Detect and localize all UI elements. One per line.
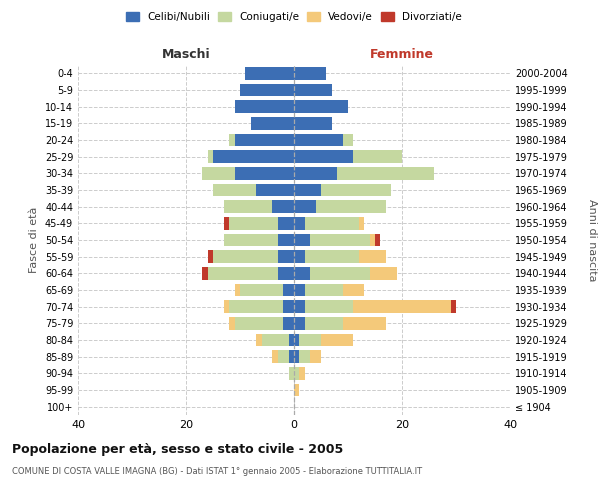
Bar (294, 67, 326, 80)
Bar (272, 350, 278, 363)
Bar (321, 184, 391, 196)
Bar (235, 100, 294, 113)
Bar (299, 350, 310, 363)
Bar (229, 300, 283, 313)
Bar (305, 317, 343, 330)
Bar (294, 334, 299, 346)
Bar (343, 134, 353, 146)
Bar (294, 217, 305, 230)
Bar (289, 367, 294, 380)
Bar (213, 150, 294, 163)
Bar (294, 84, 332, 96)
Bar (289, 334, 294, 346)
Bar (235, 167, 294, 179)
Bar (278, 234, 294, 246)
Bar (251, 117, 294, 130)
Bar (208, 267, 278, 280)
Bar (256, 334, 262, 346)
Bar (208, 250, 213, 263)
Bar (299, 334, 321, 346)
Y-axis label: Fasce di età: Fasce di età (29, 207, 39, 273)
Bar (278, 267, 294, 280)
Bar (262, 334, 289, 346)
Bar (283, 284, 294, 296)
Bar (278, 350, 289, 363)
Bar (202, 167, 235, 179)
Bar (337, 167, 434, 179)
Bar (359, 217, 364, 230)
Bar (294, 184, 321, 196)
Bar (294, 100, 348, 113)
Bar (305, 217, 359, 230)
Text: COMUNE DI COSTA VALLE IMAGNA (BG) - Dati ISTAT 1° gennaio 2005 - Elaborazione TU: COMUNE DI COSTA VALLE IMAGNA (BG) - Dati… (12, 468, 422, 476)
Bar (289, 350, 294, 363)
Bar (294, 284, 305, 296)
Bar (208, 150, 213, 163)
Bar (229, 134, 235, 146)
Bar (283, 300, 294, 313)
Bar (370, 267, 397, 280)
Bar (305, 250, 359, 263)
Text: Femmine: Femmine (370, 48, 434, 62)
Bar (310, 267, 370, 280)
Bar (299, 367, 305, 380)
Bar (353, 150, 402, 163)
Bar (343, 317, 386, 330)
Legend: Celibi/Nubili, Coniugati/e, Vedovi/e, Divorziati/e: Celibi/Nubili, Coniugati/e, Vedovi/e, Di… (122, 8, 466, 26)
Bar (245, 67, 294, 80)
Bar (272, 200, 294, 213)
Bar (294, 167, 337, 179)
Bar (305, 300, 353, 313)
Bar (240, 84, 294, 96)
Bar (235, 134, 294, 146)
Text: Maschi: Maschi (161, 48, 211, 62)
Bar (224, 217, 229, 230)
Bar (294, 200, 316, 213)
Bar (294, 234, 310, 246)
Y-axis label: Anni di nascita: Anni di nascita (587, 198, 597, 281)
Bar (283, 317, 294, 330)
Bar (235, 317, 283, 330)
Bar (370, 234, 375, 246)
Bar (305, 284, 343, 296)
Bar (375, 234, 380, 246)
Bar (256, 184, 294, 196)
Bar (224, 234, 278, 246)
Bar (294, 267, 310, 280)
Bar (294, 117, 332, 130)
Bar (294, 384, 299, 396)
Bar (353, 300, 451, 313)
Bar (240, 284, 283, 296)
Bar (294, 300, 305, 313)
Bar (224, 200, 272, 213)
Bar (321, 334, 353, 346)
Bar (294, 367, 299, 380)
Bar (294, 317, 305, 330)
Bar (213, 250, 278, 263)
Bar (278, 250, 294, 263)
Bar (202, 267, 208, 280)
Bar (224, 300, 229, 313)
Bar (294, 250, 305, 263)
Bar (316, 200, 386, 213)
Bar (343, 284, 364, 296)
Bar (294, 150, 353, 163)
Bar (451, 300, 456, 313)
Bar (213, 184, 256, 196)
Bar (229, 317, 235, 330)
Bar (235, 284, 240, 296)
Bar (229, 217, 278, 230)
Bar (294, 134, 343, 146)
Bar (310, 234, 370, 246)
Text: Popolazione per età, sesso e stato civile - 2005: Popolazione per età, sesso e stato civil… (12, 442, 343, 456)
Bar (359, 250, 386, 263)
Bar (278, 217, 294, 230)
Bar (294, 350, 299, 363)
Bar (310, 350, 321, 363)
